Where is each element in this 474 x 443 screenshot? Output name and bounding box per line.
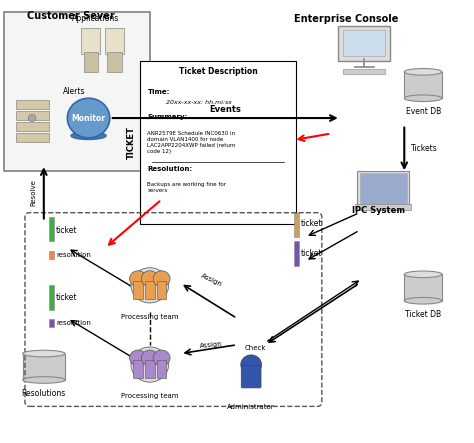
Bar (48, 285, 54, 310)
Circle shape (141, 350, 158, 366)
Text: Tickets: Tickets (411, 144, 438, 153)
Bar (157, 360, 166, 378)
FancyBboxPatch shape (140, 61, 296, 224)
Circle shape (141, 271, 158, 287)
Circle shape (67, 98, 110, 138)
Text: ANR2579E Schedule INC0630 in
domain VLAN1400 for node
LAC2APP2204XWP failed (ret: ANR2579E Schedule INC0630 in domain VLAN… (147, 131, 236, 154)
Bar (133, 281, 143, 299)
Circle shape (241, 355, 262, 374)
Ellipse shape (23, 350, 65, 357)
Text: Resolve: Resolve (31, 179, 36, 206)
Circle shape (129, 350, 146, 366)
Text: resolution: resolution (56, 252, 91, 258)
Text: Backups are working fine for
servers: Backups are working fine for servers (147, 182, 227, 193)
Text: Ticket Description: Ticket Description (179, 67, 257, 77)
FancyBboxPatch shape (359, 173, 407, 204)
Circle shape (131, 268, 169, 303)
Bar (343, 69, 385, 74)
Bar (23, 354, 65, 380)
Bar (48, 319, 54, 327)
Text: Customer Sever: Customer Sever (27, 11, 115, 21)
Text: Alerts: Alerts (63, 87, 85, 96)
Text: Processing team: Processing team (121, 393, 179, 399)
Bar (82, 28, 100, 54)
Text: ticket: ticket (56, 293, 78, 302)
Text: Applications: Applications (72, 15, 119, 23)
FancyBboxPatch shape (338, 26, 390, 61)
Ellipse shape (404, 69, 442, 75)
Bar (84, 52, 98, 72)
Circle shape (131, 347, 169, 382)
Bar (16, 100, 48, 109)
Text: Events: Events (210, 105, 241, 114)
Ellipse shape (71, 132, 106, 140)
Text: TICKET: TICKET (127, 126, 136, 159)
Bar (48, 217, 54, 241)
Text: Resolutions: Resolutions (22, 389, 66, 398)
Bar (48, 251, 54, 259)
Text: Ticket DB: Ticket DB (405, 310, 441, 319)
Text: Assign: Assign (200, 272, 223, 288)
Bar (16, 121, 48, 131)
Text: Processing team: Processing team (121, 314, 179, 320)
Circle shape (153, 350, 170, 366)
Text: Enterprise Console: Enterprise Console (293, 14, 398, 24)
Text: Event DB: Event DB (406, 107, 441, 116)
Bar (16, 111, 48, 120)
Bar (404, 72, 442, 98)
Bar (145, 281, 155, 299)
Bar (293, 213, 299, 237)
Bar (293, 241, 299, 265)
Text: Summary:: Summary: (147, 114, 188, 120)
Bar (105, 28, 124, 54)
FancyBboxPatch shape (241, 365, 261, 388)
Text: Resolution:: Resolution: (147, 167, 192, 172)
Text: ticket: ticket (301, 219, 323, 228)
Bar (404, 274, 442, 301)
Bar (108, 52, 121, 72)
Text: Monitor: Monitor (72, 113, 106, 123)
Text: ticket: ticket (56, 226, 78, 235)
Bar (133, 360, 143, 378)
Text: 20xx-xx-xx: hh.mi:ss: 20xx-xx-xx: hh.mi:ss (166, 101, 232, 105)
Ellipse shape (404, 95, 442, 101)
Text: IPC System: IPC System (352, 206, 405, 215)
Text: Time:: Time: (147, 89, 170, 95)
Text: ticket: ticket (301, 249, 323, 258)
Circle shape (28, 115, 36, 121)
FancyBboxPatch shape (357, 171, 409, 206)
Circle shape (129, 271, 146, 287)
Text: Administrator: Administrator (228, 404, 275, 410)
Bar (145, 360, 155, 378)
FancyBboxPatch shape (343, 30, 385, 56)
Text: Check: Check (245, 345, 266, 351)
Text: Assign: Assign (200, 341, 223, 349)
Bar (16, 132, 48, 142)
Ellipse shape (23, 377, 65, 383)
Ellipse shape (404, 297, 442, 304)
Circle shape (153, 271, 170, 287)
Text: resolution: resolution (56, 320, 91, 326)
Bar (157, 281, 166, 299)
Ellipse shape (404, 271, 442, 278)
FancyBboxPatch shape (4, 12, 150, 171)
Bar (355, 204, 411, 210)
